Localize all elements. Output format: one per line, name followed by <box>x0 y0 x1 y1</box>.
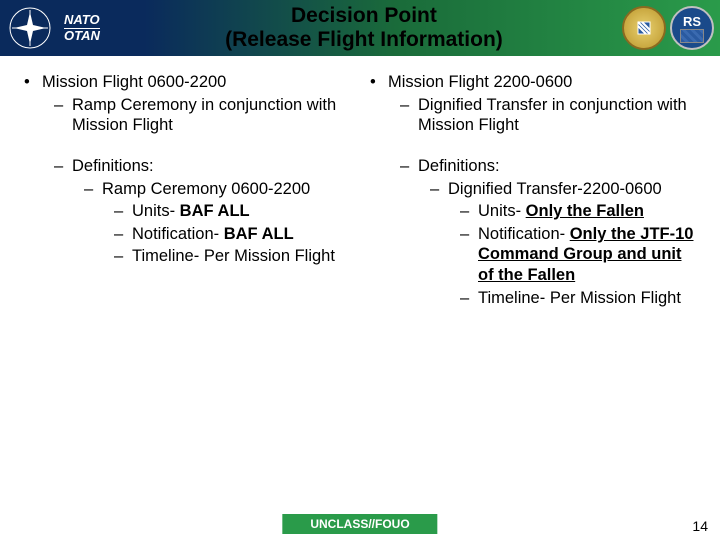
list-item: – Timeline- Per Mission Flight <box>460 288 696 309</box>
right-units: Units- Only the Fallen <box>478 201 644 222</box>
left-definitions-label: Definitions: <box>72 156 154 177</box>
slide-header: NATO OTAN Decision Point (Release Flight… <box>0 0 720 56</box>
list-item: – Dignified Transfer in conjunction with… <box>400 95 696 136</box>
slide-footer: UNCLASS//FOUO 14 <box>0 512 720 540</box>
title-line-1: Decision Point <box>106 4 622 28</box>
left-units: Units- BAF ALL <box>132 201 250 222</box>
right-sub-1: Dignified Transfer in conjunction with M… <box>418 95 696 136</box>
rs-label: RS <box>683 14 701 29</box>
list-item: – Dignified Transfer-2200-0600 <box>430 179 696 200</box>
rs-badge-icon: RS <box>670 6 714 50</box>
list-item: – Units- Only the Fallen <box>460 201 696 222</box>
left-sub-1: Ramp Ceremony in conjunction with Missio… <box>72 95 350 136</box>
list-item: – Notification- Only the JTF-10 Command … <box>460 224 696 286</box>
left-mission-title: Mission Flight 0600-2200 <box>42 72 226 93</box>
left-timeline: Timeline- Per Mission Flight <box>132 246 335 267</box>
left-column: • Mission Flight 0600-2200 – Ramp Ceremo… <box>24 72 350 486</box>
list-item: – Timeline- Per Mission Flight <box>114 246 350 267</box>
right-mission-title: Mission Flight 2200-0600 <box>388 72 572 93</box>
nato-label-2: OTAN <box>64 29 100 43</box>
left-notification: Notification- BAF ALL <box>132 224 294 245</box>
unit-crest-icon <box>622 6 666 50</box>
list-item: • Mission Flight 2200-0600 <box>370 72 696 93</box>
header-badges: RS <box>622 6 714 50</box>
right-definitions-label: Definitions: <box>418 156 500 177</box>
nato-text-block: NATO OTAN <box>58 11 106 45</box>
list-item: – Ramp Ceremony in conjunction with Miss… <box>54 95 350 136</box>
left-def-1: Ramp Ceremony 0600-2200 <box>102 179 310 200</box>
list-item: – Definitions: <box>400 156 696 177</box>
title-line-2: (Release Flight Information) <box>106 28 622 52</box>
nato-star-icon <box>6 4 54 52</box>
nato-label-1: NATO <box>64 13 100 28</box>
slide-title: Decision Point (Release Flight Informati… <box>106 4 622 52</box>
list-item: – Units- BAF ALL <box>114 201 350 222</box>
page-number: 14 <box>692 518 708 534</box>
right-notification: Notification- Only the JTF-10 Command Gr… <box>478 224 696 286</box>
list-item: – Notification- BAF ALL <box>114 224 350 245</box>
list-item: • Mission Flight 0600-2200 <box>24 72 350 93</box>
rs-stripes-icon <box>680 29 704 43</box>
right-column: • Mission Flight 2200-0600 – Dignified T… <box>370 72 696 486</box>
right-def-1: Dignified Transfer-2200-0600 <box>448 179 662 200</box>
right-timeline: Timeline- Per Mission Flight <box>478 288 681 309</box>
list-item: – Ramp Ceremony 0600-2200 <box>84 179 350 200</box>
classification-banner: UNCLASS//FOUO <box>282 514 437 534</box>
list-item: – Definitions: <box>54 156 350 177</box>
slide-content: • Mission Flight 0600-2200 – Ramp Ceremo… <box>0 56 720 486</box>
